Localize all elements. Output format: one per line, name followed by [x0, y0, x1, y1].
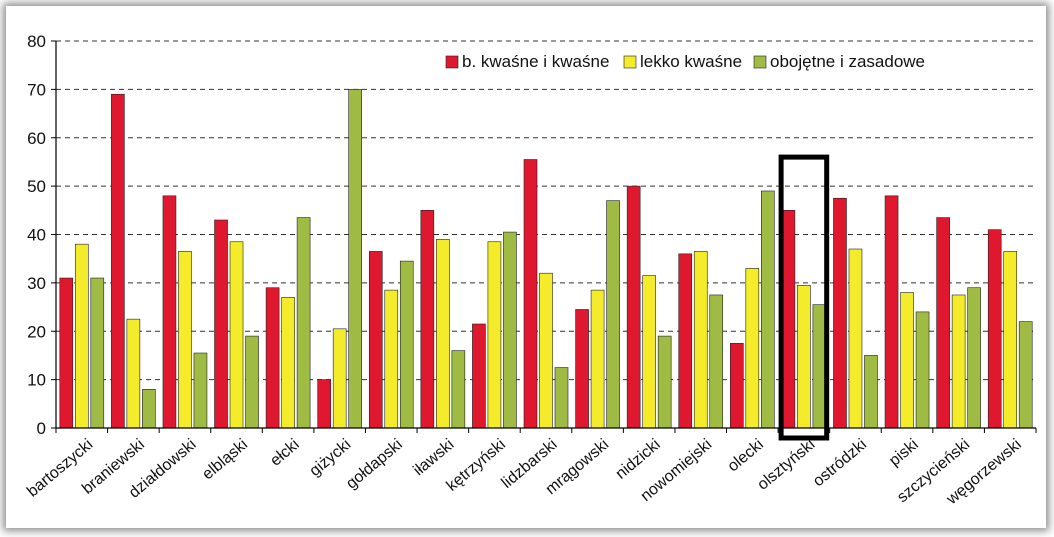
- bar-green: [554, 367, 569, 429]
- bar-red: [833, 197, 847, 429]
- bar-red: [420, 210, 435, 429]
- bar-green: [90, 277, 105, 429]
- bar-green: [451, 350, 466, 429]
- bar-red: [472, 323, 486, 429]
- bar-yellow: [900, 292, 914, 429]
- bar-green: [193, 352, 208, 429]
- category-label: piski: [886, 436, 921, 470]
- bar-yellow: [229, 241, 244, 429]
- category-label: olsztyński: [754, 436, 818, 494]
- bar-red: [730, 343, 744, 429]
- legend: b. kwaśne i kwaśne lekko kwaśne obojętne i…: [445, 52, 925, 71]
- bar-yellow: [74, 243, 89, 429]
- bar-yellow: [848, 248, 863, 429]
- legend-label: b. kwaśne i kwaśne: [462, 52, 609, 71]
- chart-frame: 0 10 20 30 40 50 60 70 80 bartoszycki braniewski dz…: [6, 6, 1046, 528]
- bar-red: [575, 309, 589, 429]
- bar-red: [781, 210, 796, 429]
- y-tick-label: 40: [27, 226, 46, 245]
- bar-green: [1018, 321, 1033, 429]
- bar-red: [678, 253, 693, 429]
- bar-red: [111, 93, 125, 429]
- y-tick-label: 10: [27, 371, 46, 390]
- y-tick-label: 60: [27, 129, 46, 148]
- bar-red: [626, 185, 641, 429]
- legend-swatch: [445, 55, 459, 69]
- bar-green: [503, 231, 517, 429]
- bar-red: [368, 251, 383, 429]
- bar-yellow: [487, 241, 502, 429]
- bar-yellow: [178, 251, 192, 429]
- bar-green: [915, 311, 930, 429]
- category-label: iławski: [410, 436, 457, 479]
- bar-green: [142, 388, 156, 429]
- y-tick-label: 50: [27, 177, 46, 196]
- bar-green: [348, 89, 362, 429]
- bar-red: [884, 195, 899, 429]
- bar-green: [657, 335, 672, 429]
- bar-yellow: [126, 318, 141, 429]
- category-label: ostródzki: [810, 436, 870, 490]
- bar-yellow: [384, 289, 399, 429]
- bar-yellow: [642, 275, 656, 429]
- bar-yellow: [332, 328, 347, 429]
- bar-green: [709, 294, 724, 429]
- y-tick-label: 20: [27, 322, 46, 341]
- bar-red: [523, 159, 538, 429]
- bar-green: [399, 260, 414, 429]
- bar-green: [761, 190, 775, 429]
- bar-yellow: [281, 297, 295, 429]
- legend-label: obojętne i zasadowe: [770, 52, 925, 71]
- y-tick-label: 30: [27, 274, 46, 293]
- bar-red: [317, 379, 331, 429]
- bar-yellow: [951, 294, 966, 429]
- bar-green: [296, 217, 311, 429]
- highlight-layer: [778, 154, 830, 441]
- category-label: giżycki: [307, 436, 355, 480]
- bar-red: [162, 195, 177, 429]
- bar-red: [936, 217, 950, 429]
- legend-label: lekko kwaśne: [640, 52, 742, 71]
- legend-swatch: [623, 55, 637, 69]
- bar-yellow: [693, 251, 708, 429]
- category-label: olecki: [725, 436, 767, 475]
- bar-green: [864, 355, 878, 429]
- bar-green: [967, 287, 981, 429]
- bar-yellow: [1003, 251, 1018, 429]
- y-tick-label: 80: [27, 32, 46, 51]
- category-label: gołdapski: [343, 436, 406, 492]
- bar-red: [59, 277, 74, 429]
- category-label: ełcki: [267, 436, 302, 470]
- bar-green: [606, 200, 620, 429]
- bar-green: [812, 304, 827, 429]
- bar-red: [214, 219, 228, 429]
- bar-yellow: [745, 268, 760, 429]
- y-tick-label: 70: [27, 80, 46, 99]
- category-label: elbląski: [199, 436, 251, 483]
- y-tick-label: 0: [37, 419, 46, 438]
- bar-yellow: [539, 272, 553, 429]
- bar-red: [987, 229, 1002, 429]
- bar-yellow: [797, 284, 811, 429]
- bar-yellow: [590, 289, 605, 429]
- bars: [59, 89, 1033, 429]
- bar-green: [245, 335, 259, 429]
- legend-swatch: [753, 55, 767, 69]
- bar-yellow: [436, 239, 450, 429]
- bar-chart: 01020304050607080bartoszyckibraniewskidz…: [24, 32, 1037, 509]
- bar-red: [265, 287, 280, 429]
- highlight-box: [778, 154, 830, 441]
